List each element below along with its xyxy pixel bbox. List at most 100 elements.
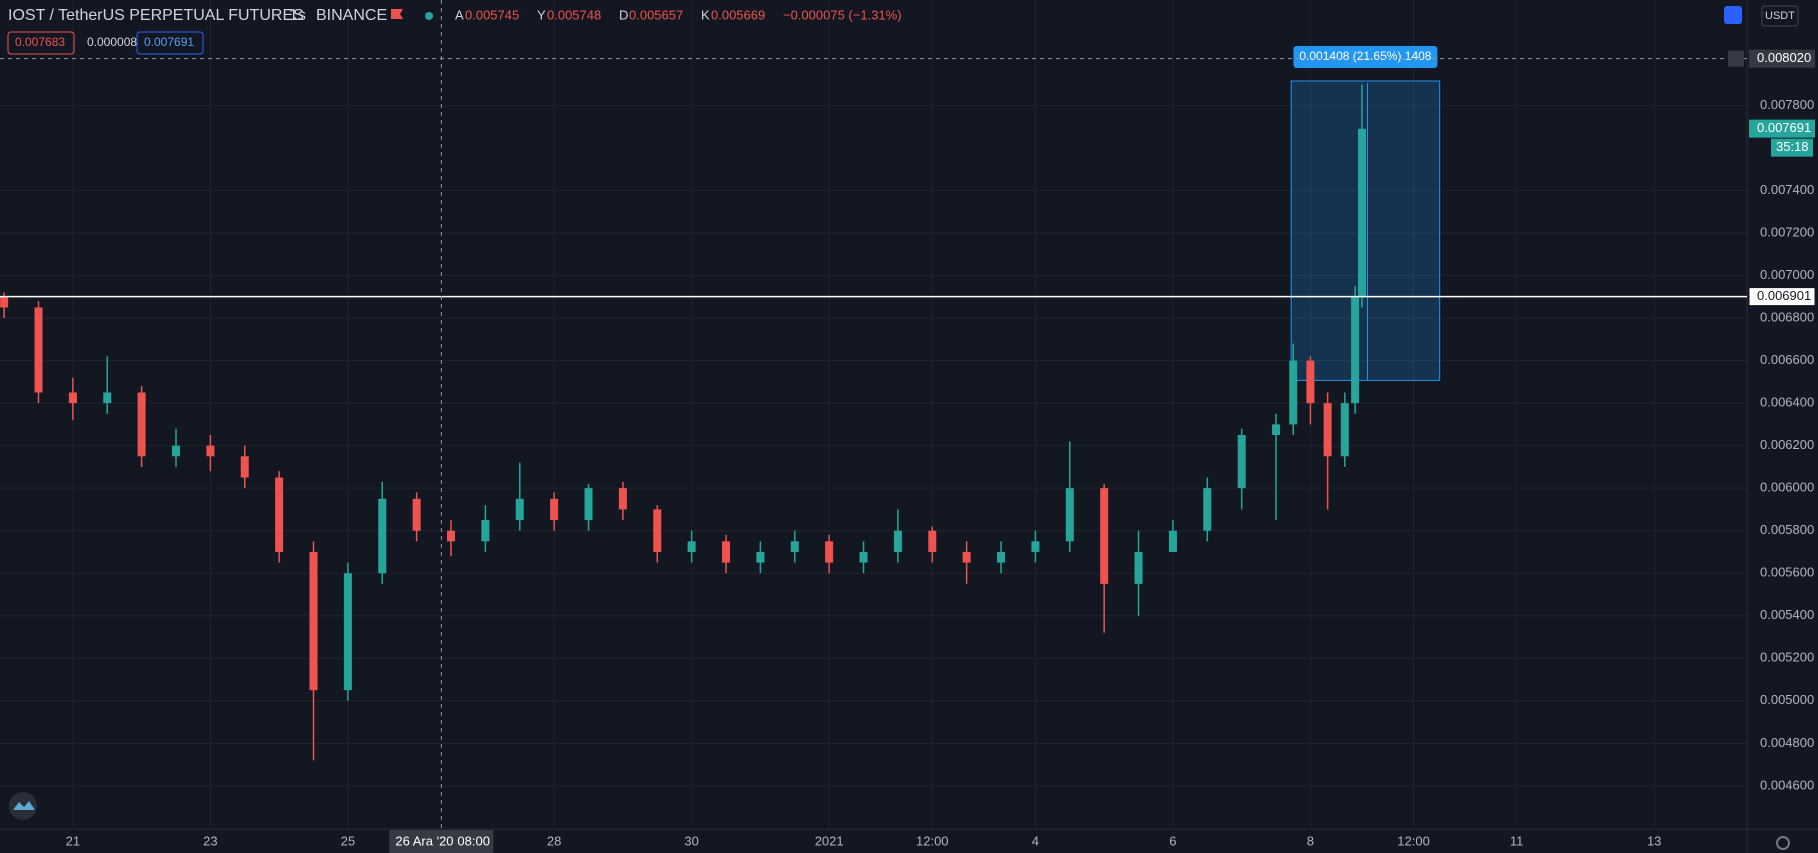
candle-body bbox=[68, 392, 77, 404]
change: −0.000075 (−1.31%) bbox=[783, 7, 902, 22]
candle-body bbox=[103, 392, 112, 404]
y-tick-label: 0.005400 bbox=[1760, 607, 1814, 622]
candle-body bbox=[240, 456, 249, 478]
flag-icon bbox=[391, 9, 403, 19]
ohlc-value: 0.005657 bbox=[629, 7, 683, 22]
info-box-label: 0.000008 bbox=[87, 35, 137, 49]
info-box bbox=[7, 31, 75, 55]
interval: 1s bbox=[289, 7, 306, 24]
x-tick-label: 6 bbox=[1169, 833, 1176, 848]
status-dot bbox=[425, 12, 433, 20]
candle-body bbox=[756, 551, 765, 563]
candle-body bbox=[34, 307, 43, 393]
candle-body bbox=[1272, 424, 1281, 436]
ohlc-value: 0.005748 bbox=[547, 7, 601, 22]
candle-body bbox=[893, 530, 902, 552]
x-tick-label: 11 bbox=[1510, 833, 1524, 848]
candle-body bbox=[1100, 488, 1109, 584]
y-tick-label: 0.006600 bbox=[1760, 352, 1814, 367]
y-tick-label: 0.006800 bbox=[1760, 310, 1814, 325]
info-box-label: 0.007683 bbox=[15, 35, 65, 49]
last-price-label: 0.007691 bbox=[1757, 120, 1811, 135]
candle-body bbox=[378, 498, 387, 574]
currency-button[interactable] bbox=[1761, 5, 1799, 27]
y-tick-label: 0.004800 bbox=[1760, 735, 1814, 750]
measure-label-bg bbox=[1293, 46, 1438, 68]
price-label-bg bbox=[1748, 287, 1816, 307]
candle-body bbox=[1237, 435, 1246, 489]
candle-body bbox=[1203, 488, 1212, 531]
candle-body bbox=[447, 530, 456, 542]
candle-body bbox=[653, 509, 662, 552]
candle-body bbox=[825, 541, 834, 563]
y-tick-label: 0.005200 bbox=[1760, 650, 1814, 665]
candle-body bbox=[0, 296, 9, 308]
ohlc-value: 0.005745 bbox=[465, 7, 519, 22]
y-tick-label: 0.005800 bbox=[1760, 522, 1814, 537]
candle-body bbox=[343, 573, 352, 691]
y-tick-label: 0.005000 bbox=[1760, 692, 1814, 707]
countdown-bg bbox=[1771, 138, 1813, 157]
y-tick-label: 0.004600 bbox=[1760, 777, 1814, 792]
x-tick-label: 13 bbox=[1647, 833, 1661, 848]
ohlc-key: D bbox=[619, 7, 628, 22]
candle-body bbox=[1306, 360, 1315, 404]
candle-body bbox=[997, 551, 1006, 563]
candle-body bbox=[550, 498, 559, 521]
info-box-label: 0.007691 bbox=[144, 35, 194, 49]
ohlc-key: K bbox=[701, 7, 710, 22]
ohlc-value: 0.005669 bbox=[711, 7, 765, 22]
y-tick-label: 0.007800 bbox=[1760, 97, 1814, 112]
crosshair-time-label: 08:00 bbox=[457, 833, 490, 848]
settings-icon[interactable] bbox=[1776, 836, 1790, 850]
candle-body bbox=[722, 541, 731, 563]
candle-body bbox=[275, 477, 284, 552]
candle-body bbox=[206, 445, 215, 457]
candle-body bbox=[962, 551, 971, 563]
y-tick-label: 0.006200 bbox=[1760, 437, 1814, 452]
logo bbox=[9, 792, 37, 820]
candle-body bbox=[309, 551, 318, 691]
candle-body bbox=[928, 530, 937, 552]
candle-body bbox=[1031, 541, 1040, 552]
candle-body bbox=[1340, 403, 1349, 457]
candle-body bbox=[481, 520, 490, 542]
candle-body bbox=[1351, 296, 1360, 404]
x-tick-label: 25 bbox=[341, 833, 355, 848]
y-tick-label: 0.007400 bbox=[1760, 182, 1814, 197]
candle-body bbox=[859, 551, 868, 563]
y-tick-label: 0.006400 bbox=[1760, 395, 1814, 410]
crosshair-price-bg bbox=[1749, 49, 1815, 68]
candle-body bbox=[1323, 403, 1332, 457]
candle-body bbox=[172, 445, 181, 457]
candle-body bbox=[1289, 360, 1298, 425]
x-tick-label: 30 bbox=[684, 833, 698, 848]
symbol: IOST / TetherUS PERPETUAL FUTURES bbox=[8, 7, 304, 24]
measure-label: 0.001408 (21.65%) 1408 bbox=[1299, 49, 1431, 63]
candle-body bbox=[1065, 488, 1074, 542]
candle-body bbox=[137, 392, 146, 457]
crosshair-date-bg bbox=[389, 830, 494, 853]
candle-body bbox=[618, 488, 627, 510]
last-price-bg bbox=[1749, 119, 1815, 138]
x-tick-label: 8 bbox=[1307, 833, 1314, 848]
crosshair-plus bbox=[1728, 50, 1744, 67]
candle-body bbox=[790, 541, 799, 552]
x-tick-label: 12:00 bbox=[916, 833, 949, 848]
x-tick-label: 12:00 bbox=[1397, 833, 1430, 848]
candle-body bbox=[584, 488, 593, 521]
y-tick-label: 0.006000 bbox=[1760, 480, 1814, 495]
countdown-label: 35:18 bbox=[1776, 139, 1809, 154]
exchange: BINANCE bbox=[316, 7, 387, 24]
candle-body bbox=[412, 498, 421, 531]
crosshair-price-label: 0.008020 bbox=[1757, 50, 1811, 65]
x-tick-label: 4 bbox=[1032, 833, 1039, 848]
y-tick-label: 0.005600 bbox=[1760, 565, 1814, 580]
x-tick-label: 21 bbox=[66, 833, 80, 848]
x-tick-label: 28 bbox=[547, 833, 561, 848]
ohlc-key: A bbox=[455, 7, 464, 22]
candle-body bbox=[1168, 530, 1177, 552]
sync-button[interactable] bbox=[1724, 6, 1742, 24]
